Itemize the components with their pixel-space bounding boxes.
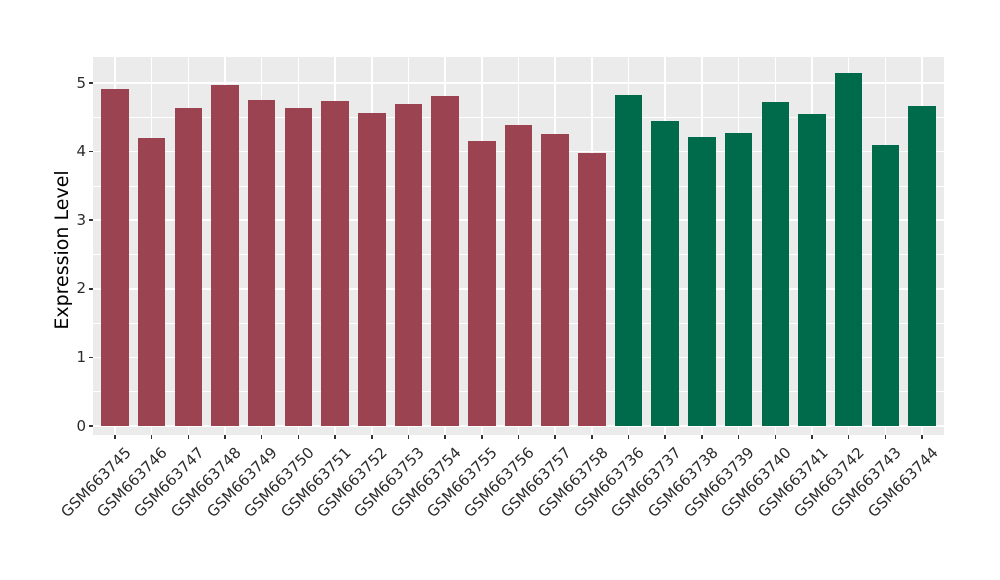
bar-GSM663755 <box>468 140 496 426</box>
y-axis-tick <box>89 219 93 221</box>
x-axis-tick <box>921 435 923 439</box>
x-axis-tick <box>371 435 373 439</box>
bar-GSM663741 <box>798 113 826 426</box>
x-axis-tick <box>884 435 887 439</box>
bar-GSM663753 <box>394 103 423 426</box>
y-tick-label: 3 <box>76 210 86 229</box>
y-axis-title: Expression Level <box>51 170 73 330</box>
bar-GSM663743 <box>871 144 900 426</box>
x-axis-tick <box>737 435 740 439</box>
gridline-major-horizontal <box>93 82 944 84</box>
bar-GSM663737 <box>651 121 679 426</box>
bar-GSM663749 <box>247 100 276 426</box>
bar-GSM663756 <box>504 124 533 426</box>
y-tick-label: 5 <box>76 73 86 92</box>
bar-GSM663738 <box>688 136 716 426</box>
bar-GSM663745 <box>101 89 129 426</box>
x-axis-tick <box>334 435 336 439</box>
bar-GSM663751 <box>321 100 349 426</box>
y-tick-label: 2 <box>76 279 86 298</box>
x-axis-tick <box>224 435 226 439</box>
x-axis-tick <box>517 435 520 439</box>
bar-GSM663746 <box>137 137 166 426</box>
bar-GSM663740 <box>761 101 790 426</box>
y-axis-tick <box>89 82 93 84</box>
x-axis-tick <box>847 435 850 439</box>
bar-GSM663739 <box>724 133 753 426</box>
x-axis-tick <box>701 435 703 439</box>
y-tick-label: 4 <box>76 142 86 161</box>
x-axis-tick <box>664 435 666 439</box>
bar-GSM663748 <box>211 85 239 426</box>
bar-GSM663758 <box>578 152 606 426</box>
gridline-major-horizontal <box>93 425 944 427</box>
x-axis-tick <box>297 435 300 439</box>
x-axis-tick <box>591 435 593 439</box>
bar-GSM663750 <box>284 107 313 426</box>
plot-panel <box>93 57 944 435</box>
x-axis-tick <box>150 435 153 439</box>
y-axis-tick <box>89 150 93 153</box>
x-axis-tick <box>407 435 410 439</box>
y-axis-tick <box>89 425 93 427</box>
x-axis-tick <box>187 435 190 439</box>
bar-GSM663736 <box>614 95 643 426</box>
bar-GSM663752 <box>358 113 386 426</box>
bar-GSM663742 <box>834 73 863 426</box>
y-axis-tick <box>89 288 93 290</box>
x-axis-tick <box>811 435 813 439</box>
x-axis-tick <box>260 435 263 439</box>
x-axis-tick <box>481 435 483 439</box>
y-axis-tick <box>89 356 93 359</box>
x-axis-tick <box>627 435 630 439</box>
bar-GSM663757 <box>541 133 569 426</box>
x-axis-tick <box>114 435 116 439</box>
y-tick-label: 1 <box>76 347 86 366</box>
x-axis-tick <box>554 435 556 439</box>
bar-GSM663744 <box>908 106 936 426</box>
y-tick-label: 0 <box>76 416 86 435</box>
bar-GSM663747 <box>174 107 203 426</box>
bar-GSM663754 <box>431 96 459 426</box>
x-axis-tick <box>444 435 446 439</box>
gridline-minor-horizontal <box>93 116 944 118</box>
x-axis-tick <box>774 435 777 439</box>
